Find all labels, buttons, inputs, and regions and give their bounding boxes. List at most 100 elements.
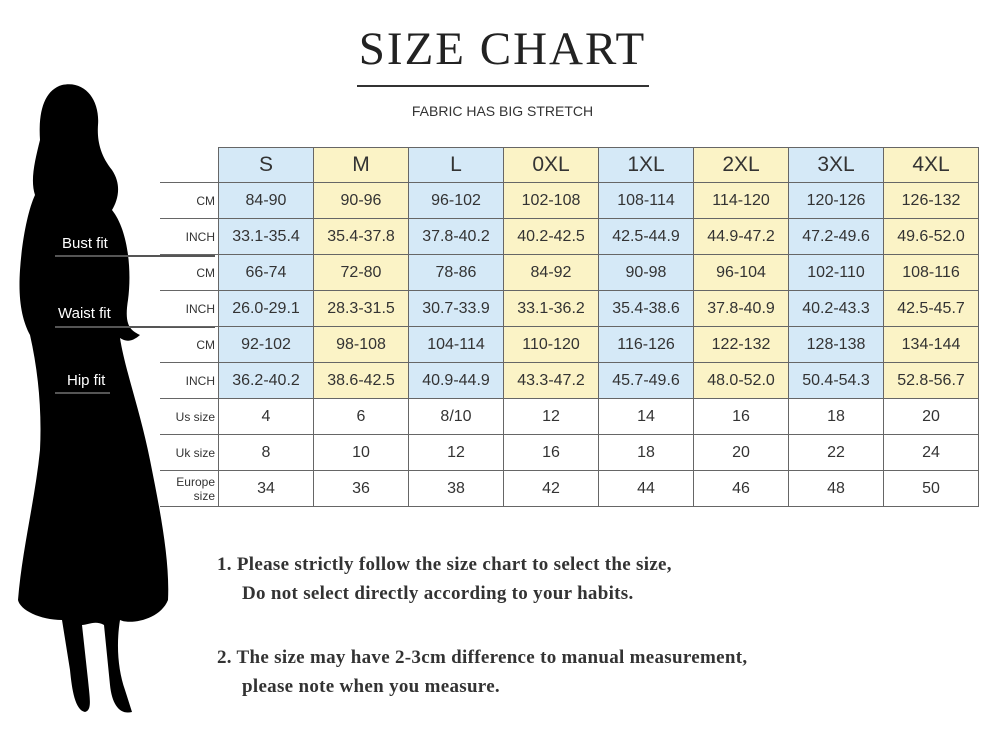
table-cell: 18 xyxy=(788,398,884,435)
table-cell: 36.2-40.2 xyxy=(218,362,314,399)
table-row: CM 66-74 72-80 78-86 84-92 90-98 96-104 102-110… xyxy=(160,254,979,291)
table-cell: 38.6-42.5 xyxy=(313,362,409,399)
table-row: CM 92-102 98-108 104-114 110-120 116-126 122-1… xyxy=(160,326,979,363)
table-cell: 33.1-36.2 xyxy=(503,290,599,327)
table-cell: 33.1-35.4 xyxy=(218,218,314,255)
table-cell: 78-86 xyxy=(408,254,504,291)
table-cell: 12 xyxy=(503,398,599,435)
table-cell: 48 xyxy=(788,470,884,507)
table-cell: 4 xyxy=(218,398,314,435)
table-cell: 42.5-45.7 xyxy=(883,290,979,327)
table-cell: 126-132 xyxy=(883,182,979,219)
table-cell: 40.2-42.5 xyxy=(503,218,599,255)
table-row: Uk size 8 10 12 16 18 20 22 24 xyxy=(160,434,979,471)
hip-fit-label: Hip fit xyxy=(67,372,106,389)
table-cell: 47.2-49.6 xyxy=(788,218,884,255)
table-cell: 52.8-56.7 xyxy=(883,362,979,399)
table-row: INCH 33.1-35.4 35.4-37.8 37.8-40.2 40.2-42.5… xyxy=(160,218,979,255)
size-header: 4XL xyxy=(883,147,979,183)
table-cell: 102-108 xyxy=(503,182,599,219)
table-cell: 16 xyxy=(503,434,599,471)
note-1-line-1: 1. Please strictly follow the size chart… xyxy=(217,554,672,575)
table-cell: 98-108 xyxy=(313,326,409,363)
table-cell: 50 xyxy=(883,470,979,507)
size-header: 3XL xyxy=(788,147,884,183)
table-cell: 114-120 xyxy=(693,182,789,219)
table-cell: 42 xyxy=(503,470,599,507)
bust-fit-line xyxy=(55,255,215,257)
table-cell: 48.0-52.0 xyxy=(693,362,789,399)
table-cell: 8 xyxy=(218,434,314,471)
row-label: CM xyxy=(160,182,219,219)
table-cell: 96-104 xyxy=(693,254,789,291)
table-cell: 50.4-54.3 xyxy=(788,362,884,399)
bust-fit-label: Bust fit xyxy=(62,235,108,252)
table-row: INCH 26.0-29.1 28.3-31.5 30.7-33.9 33.1-36.2… xyxy=(160,290,979,327)
table-cell: 128-138 xyxy=(788,326,884,363)
table-cell: 37.8-40.2 xyxy=(408,218,504,255)
table-cell: 16 xyxy=(693,398,789,435)
table-cell: 24 xyxy=(883,434,979,471)
size-header: 0XL xyxy=(503,147,599,183)
row-label: Uk size xyxy=(160,434,219,471)
table-cell: 30.7-33.9 xyxy=(408,290,504,327)
table-row: Europe size 34 36 38 42 44 46 48 50 xyxy=(160,470,979,507)
table-cell: 12 xyxy=(408,434,504,471)
table-cell: 34 xyxy=(218,470,314,507)
table-cell: 84-90 xyxy=(218,182,314,219)
note-1-line-2: Do not select directly according to your… xyxy=(242,583,634,604)
corner-cell xyxy=(160,147,219,183)
table-row: INCH 36.2-40.2 38.6-42.5 40.9-44.9 43.3-47.2… xyxy=(160,362,979,399)
table-cell: 108-116 xyxy=(883,254,979,291)
table-cell: 102-110 xyxy=(788,254,884,291)
table-cell: 38 xyxy=(408,470,504,507)
note-2-line-1: 2. The size may have 2-3cm difference to… xyxy=(217,647,748,668)
page-title: SIZE CHART xyxy=(358,23,647,75)
table-cell: 90-98 xyxy=(598,254,694,291)
table-cell: 134-144 xyxy=(883,326,979,363)
table-cell: 66-74 xyxy=(218,254,314,291)
table-cell: 96-102 xyxy=(408,182,504,219)
table-cell: 90-96 xyxy=(313,182,409,219)
table-cell: 28.3-31.5 xyxy=(313,290,409,327)
table-cell: 104-114 xyxy=(408,326,504,363)
table-cell: 36 xyxy=(313,470,409,507)
size-header: L xyxy=(408,147,504,183)
waist-fit-line xyxy=(55,326,215,328)
row-label: Us size xyxy=(160,398,219,435)
row-label: CM xyxy=(160,326,219,363)
table-cell: 22 xyxy=(788,434,884,471)
table-cell: 35.4-38.6 xyxy=(598,290,694,327)
table-cell: 46 xyxy=(693,470,789,507)
table-cell: 40.9-44.9 xyxy=(408,362,504,399)
size-header: M xyxy=(313,147,409,183)
table-cell: 44 xyxy=(598,470,694,507)
table-cell: 72-80 xyxy=(313,254,409,291)
row-label: INCH xyxy=(160,290,219,327)
row-label: INCH xyxy=(160,362,219,399)
woman-silhouette-icon xyxy=(18,84,169,713)
row-label: INCH xyxy=(160,218,219,255)
table-cell: 14 xyxy=(598,398,694,435)
size-table: S M L 0XL 1XL 2XL 3XL 4XL CM 84-90 90-96 96-102 102-… xyxy=(160,147,979,507)
size-header: 1XL xyxy=(598,147,694,183)
note-2-line-2: please note when you measure. xyxy=(242,676,500,697)
table-cell: 37.8-40.9 xyxy=(693,290,789,327)
row-label: CM xyxy=(160,254,219,291)
table-cell: 92-102 xyxy=(218,326,314,363)
table-cell: 40.2-43.3 xyxy=(788,290,884,327)
size-header-row: S M L 0XL 1XL 2XL 3XL 4XL xyxy=(160,147,979,183)
table-cell: 26.0-29.1 xyxy=(218,290,314,327)
table-cell: 18 xyxy=(598,434,694,471)
table-cell: 120-126 xyxy=(788,182,884,219)
row-label: Europe size xyxy=(160,470,219,507)
table-cell: 35.4-37.8 xyxy=(313,218,409,255)
table-cell: 122-132 xyxy=(693,326,789,363)
table-cell: 84-92 xyxy=(503,254,599,291)
table-cell: 43.3-47.2 xyxy=(503,362,599,399)
table-cell: 6 xyxy=(313,398,409,435)
table-cell: 116-126 xyxy=(598,326,694,363)
table-cell: 20 xyxy=(693,434,789,471)
table-cell: 49.6-52.0 xyxy=(883,218,979,255)
table-cell: 42.5-44.9 xyxy=(598,218,694,255)
